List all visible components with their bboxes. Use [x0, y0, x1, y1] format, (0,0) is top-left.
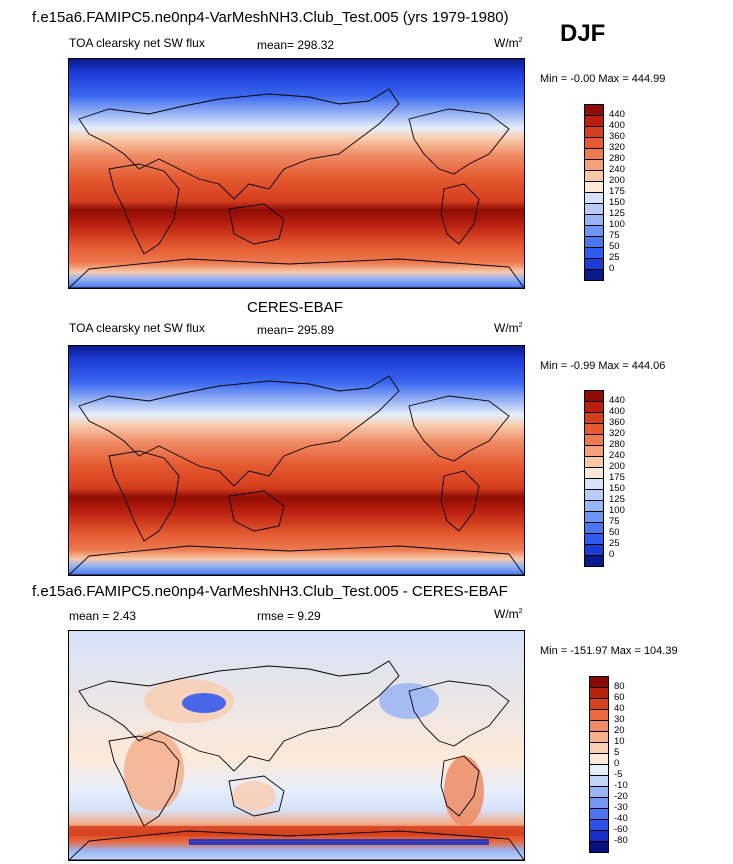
panel3-heading: f.e15a6.FAMIPC5.ne0np4-VarMeshNH3.Club_T…	[32, 583, 508, 600]
panel2-mean-label: mean= 295.89	[257, 323, 335, 337]
colorbar-tick-label: 150	[609, 483, 625, 494]
colorbar-tick-label: 5	[614, 747, 620, 758]
panel3-rmse-label: rmse = 9.29	[257, 609, 321, 623]
colorbar-tick-label: -20	[614, 791, 628, 802]
colorbar-tick-label: 100	[609, 505, 625, 516]
colorbar-tick-label: -60	[614, 824, 628, 835]
panel2-coastlines	[69, 375, 524, 575]
colorbar-tick-label: 240	[609, 450, 625, 461]
colorbar-tick-label: 80	[614, 681, 625, 692]
colorbar-tick-label: 175	[609, 186, 625, 197]
panel2-map	[68, 345, 525, 576]
colorbar-tick-label: 125	[609, 494, 625, 505]
colorbar-tick-label: 20	[614, 725, 625, 736]
colorbar-tick-label: 400	[609, 120, 625, 131]
colorbar-box	[584, 269, 604, 281]
colorbar-tick-label: 60	[614, 692, 625, 703]
colorbar-tick-label: -30	[614, 802, 628, 813]
panel1-mean-label: mean= 298.32	[257, 38, 335, 52]
panel1-variable-label: TOA clearsky net SW flux	[69, 36, 205, 50]
colorbar-tick-label: 75	[609, 230, 620, 241]
panel1-units: W/m2	[494, 36, 523, 50]
colorbar-tick-label: 100	[609, 219, 625, 230]
colorbar-tick-label: 25	[609, 538, 620, 549]
panel1-map-svg	[69, 59, 524, 288]
colorbar-tick-label: -10	[614, 780, 628, 791]
colorbar-tick-label: -5	[614, 769, 623, 780]
colorbar-tick-label: 40	[614, 703, 625, 714]
colorbar-tick-label: -80	[614, 835, 628, 846]
panel3-map-svg	[69, 631, 524, 860]
colorbar-tick-label: 25	[609, 252, 620, 263]
panel3-map	[68, 630, 525, 861]
colorbar-tick-label: 50	[609, 241, 620, 252]
colorbar-tick-label: 10	[614, 736, 625, 747]
panel1-minmax: Min = -0.00 Max = 444.99	[540, 73, 666, 85]
colorbar-tick-label: 280	[609, 153, 625, 164]
panel3-minmax: Min = -151.97 Max = 104.39	[540, 645, 678, 657]
colorbar-tick-label: 440	[609, 395, 625, 406]
colorbar-tick-label: 200	[609, 461, 625, 472]
colorbar-tick-label: 50	[609, 527, 620, 538]
panel2-heading: CERES-EBAF	[247, 299, 343, 316]
figure-title: f.e15a6.FAMIPC5.ne0np4-VarMeshNH3.Club_T…	[32, 9, 509, 26]
colorbar-tick-label: -40	[614, 813, 628, 824]
colorbar-tick-label: 175	[609, 472, 625, 483]
panel1-map	[68, 58, 525, 289]
colorbar-tick-label: 30	[614, 714, 625, 725]
colorbar-tick-label: 360	[609, 417, 625, 428]
season-label: DJF	[560, 20, 606, 47]
colorbar-tick-label: 200	[609, 175, 625, 186]
panel2-variable-label: TOA clearsky net SW flux	[69, 321, 205, 335]
colorbar-tick-label: 0	[609, 549, 615, 560]
panel3-mean-label: mean = 2.43	[69, 609, 137, 623]
panel3-coastlines	[69, 660, 524, 860]
colorbar-tick-label: 320	[609, 428, 625, 439]
colorbar-tick-label: 440	[609, 109, 625, 120]
colorbar-box	[589, 841, 609, 853]
colorbar-tick-label: 360	[609, 131, 625, 142]
panel2-map-svg	[69, 346, 524, 575]
panel2-minmax: Min = -0.99 Max = 444.06	[540, 360, 666, 372]
colorbar-tick-label: 0	[609, 263, 615, 274]
panel2-units: W/m2	[494, 321, 523, 335]
panel1-coastlines	[69, 88, 524, 288]
colorbar-box	[584, 555, 604, 567]
colorbar-tick-label: 400	[609, 406, 625, 417]
colorbar-tick-label: 150	[609, 197, 625, 208]
colorbar-tick-label: 280	[609, 439, 625, 450]
colorbar-tick-label: 0	[614, 758, 620, 769]
colorbar-tick-label: 125	[609, 208, 625, 219]
colorbar-tick-label: 320	[609, 142, 625, 153]
panel3-units: W/m2	[494, 607, 523, 621]
colorbar-tick-label: 240	[609, 164, 625, 175]
colorbar-tick-label: 75	[609, 516, 620, 527]
